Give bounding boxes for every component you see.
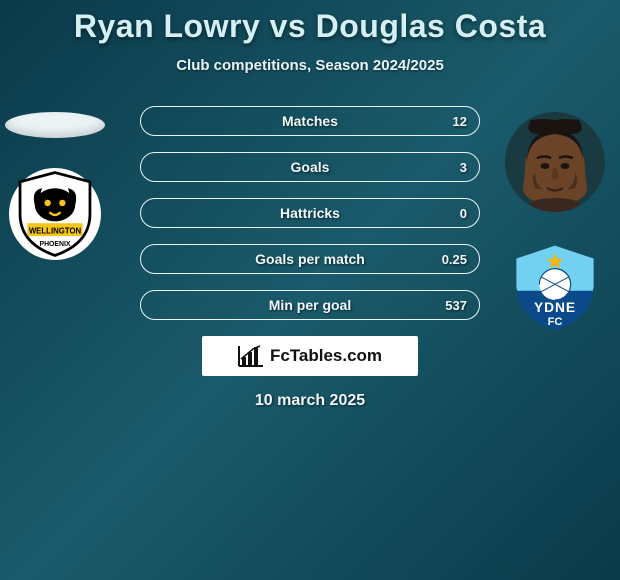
watermark-badge: FcTables.com — [202, 336, 418, 376]
stat-row-hattricks: Hattricks 0 — [140, 198, 480, 228]
stat-right-value: 537 — [445, 298, 467, 313]
stat-row-min-per-goal: Min per goal 537 — [140, 290, 480, 320]
svg-text:FC: FC — [548, 316, 563, 328]
stat-rows: Matches 12 Goals 3 Hattricks 0 Goals per… — [140, 104, 480, 320]
player-left-avatar-placeholder — [5, 112, 105, 138]
stat-right-value: 3 — [460, 160, 467, 175]
svg-text:PHOENIX: PHOENIX — [39, 241, 70, 248]
stat-label: Hattricks — [280, 205, 340, 221]
stat-right-value: 0.25 — [442, 252, 467, 267]
stat-row-goals: Goals 3 — [140, 152, 480, 182]
sydney-fc-crest-icon: YDNE FC — [509, 242, 601, 334]
stat-right-value: 12 — [453, 114, 467, 129]
stat-row-matches: Matches 12 — [140, 106, 480, 136]
svg-text:YDNE: YDNE — [534, 300, 576, 315]
stat-label: Goals per match — [255, 251, 365, 267]
bar-chart-icon — [238, 345, 264, 367]
player-left-column: WELLINGTON PHOENIX — [0, 112, 110, 260]
stat-label: Matches — [282, 113, 338, 129]
wellington-phoenix-crest-icon: WELLINGTON PHOENIX — [9, 168, 101, 260]
stat-row-goals-per-match: Goals per match 0.25 — [140, 244, 480, 274]
stat-label: Goals — [291, 159, 330, 175]
svg-text:WELLINGTON: WELLINGTON — [29, 226, 82, 235]
subtitle: Club competitions, Season 2024/2025 — [0, 57, 620, 74]
player-portrait-icon — [505, 112, 605, 212]
club-left-crest: WELLINGTON PHOENIX — [9, 168, 101, 260]
watermark-text: FcTables.com — [270, 346, 382, 366]
player-right-avatar — [505, 112, 605, 212]
comparison-panel: WELLINGTON PHOENIX — [0, 104, 620, 410]
page-title: Ryan Lowry vs Douglas Costa — [0, 0, 620, 45]
stat-label: Min per goal — [269, 297, 351, 313]
stat-right-value: 0 — [460, 206, 467, 221]
player-right-column: YDNE FC — [500, 112, 610, 334]
club-right-crest: YDNE FC — [509, 242, 601, 334]
date-text: 10 march 2025 — [0, 392, 620, 410]
